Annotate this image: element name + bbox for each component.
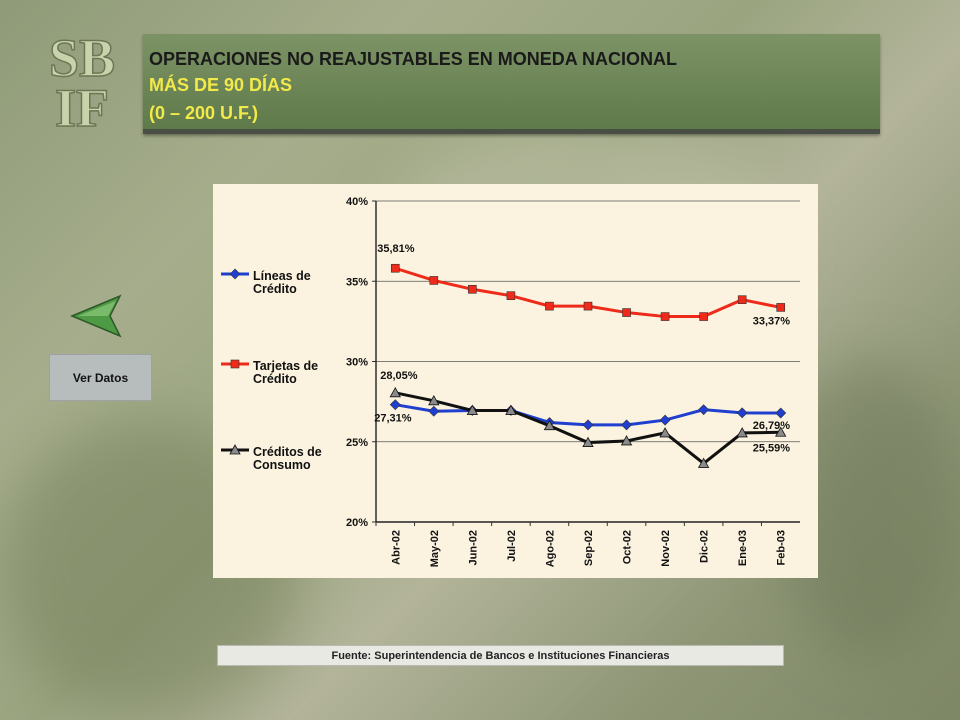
data-point bbox=[582, 419, 594, 431]
data-point bbox=[621, 419, 632, 431]
data-point bbox=[582, 436, 594, 447]
data-label: 25,59% bbox=[753, 442, 791, 454]
data-point bbox=[543, 419, 556, 431]
logo-text-bottom: IF bbox=[55, 78, 109, 136]
page-title: OPERACIONES NO REAJUSTABLES EN MONEDA NA… bbox=[149, 49, 678, 69]
data-point bbox=[429, 276, 439, 285]
x-tick-label: Nov-02 bbox=[660, 530, 672, 567]
ver-datos-button[interactable]: Ver Datos bbox=[49, 354, 152, 401]
legend-marker bbox=[229, 444, 241, 455]
data-point bbox=[390, 263, 400, 273]
data-point bbox=[659, 414, 671, 426]
x-tick-label: Jul-02 bbox=[506, 530, 518, 562]
page-range: (0 – 200 U.F.) bbox=[149, 103, 259, 123]
data-point bbox=[428, 394, 440, 406]
data-label: 35,81% bbox=[377, 243, 415, 255]
legend-marker bbox=[230, 359, 240, 369]
source-note: Fuente: Superintendencia de Bancos e Ins… bbox=[217, 645, 784, 666]
x-tick-label: Dic-02 bbox=[699, 530, 711, 563]
data-point bbox=[545, 301, 554, 311]
y-tick-label: 35% bbox=[346, 276, 368, 288]
x-tick-label: Jun-02 bbox=[467, 530, 479, 565]
legend-label-tarjetas: Tarjetas de Crédito bbox=[253, 359, 319, 386]
data-point bbox=[698, 404, 710, 416]
data-label: 33,37% bbox=[753, 315, 791, 327]
legend-label-consumo: Créditos de Consumo bbox=[253, 445, 322, 472]
back-arrow-icon[interactable] bbox=[70, 292, 122, 340]
data-point bbox=[736, 427, 748, 438]
x-tick-label: Sep-02 bbox=[583, 530, 595, 566]
x-tick-label: Ene-03 bbox=[737, 530, 749, 566]
data-point bbox=[389, 399, 401, 411]
data-point bbox=[468, 284, 477, 294]
data-point bbox=[775, 426, 787, 437]
data-point bbox=[736, 407, 748, 419]
y-tick-label: 25% bbox=[346, 437, 368, 449]
data-point bbox=[583, 301, 593, 311]
data-point bbox=[737, 295, 747, 305]
y-tick-label: 30% bbox=[346, 357, 368, 369]
data-point bbox=[506, 291, 516, 300]
legend-marker bbox=[229, 268, 241, 280]
page-subtitle: MÁS DE 90 DÍAS bbox=[149, 75, 293, 95]
x-tick-label: May-02 bbox=[429, 530, 441, 567]
data-point bbox=[622, 308, 631, 317]
data-label: 27,31% bbox=[374, 413, 412, 425]
data-point bbox=[776, 303, 786, 312]
x-tick-label: Ago-02 bbox=[544, 530, 556, 567]
data-point bbox=[428, 405, 440, 417]
x-tick-label: Oct-02 bbox=[622, 530, 634, 564]
title-bar: OPERACIONES NO REAJUSTABLES EN MONEDA NA… bbox=[143, 34, 880, 134]
sbif-logo: SB IF bbox=[48, 27, 116, 136]
data-label: 28,05% bbox=[380, 370, 418, 382]
data-point bbox=[697, 457, 710, 468]
data-point bbox=[620, 435, 633, 446]
data-point bbox=[775, 407, 787, 419]
data-point bbox=[505, 404, 517, 415]
data-point bbox=[466, 404, 479, 415]
chart-panel: 20% 25% 30% 35% 40% Abr-02 May-02 Jun-02 Jul-02… bbox=[213, 184, 818, 578]
x-tick-label: Feb-03 bbox=[776, 530, 788, 565]
data-point bbox=[699, 312, 708, 321]
data-point bbox=[660, 312, 670, 321]
logo-text-top: SB bbox=[49, 28, 115, 88]
y-tick-label: 40% bbox=[346, 196, 368, 208]
x-tick-label: Abr-02 bbox=[390, 530, 402, 565]
data-point bbox=[659, 427, 671, 438]
legend-label-lineas: Líneas de Crédito bbox=[253, 269, 311, 296]
y-tick-label: 20% bbox=[346, 517, 368, 529]
data-point bbox=[389, 386, 401, 398]
line-chart: 20% 25% 30% 35% 40% Abr-02 May-02 Jun-02 Jul-02… bbox=[221, 196, 800, 567]
data-label: 26,79% bbox=[753, 420, 791, 432]
